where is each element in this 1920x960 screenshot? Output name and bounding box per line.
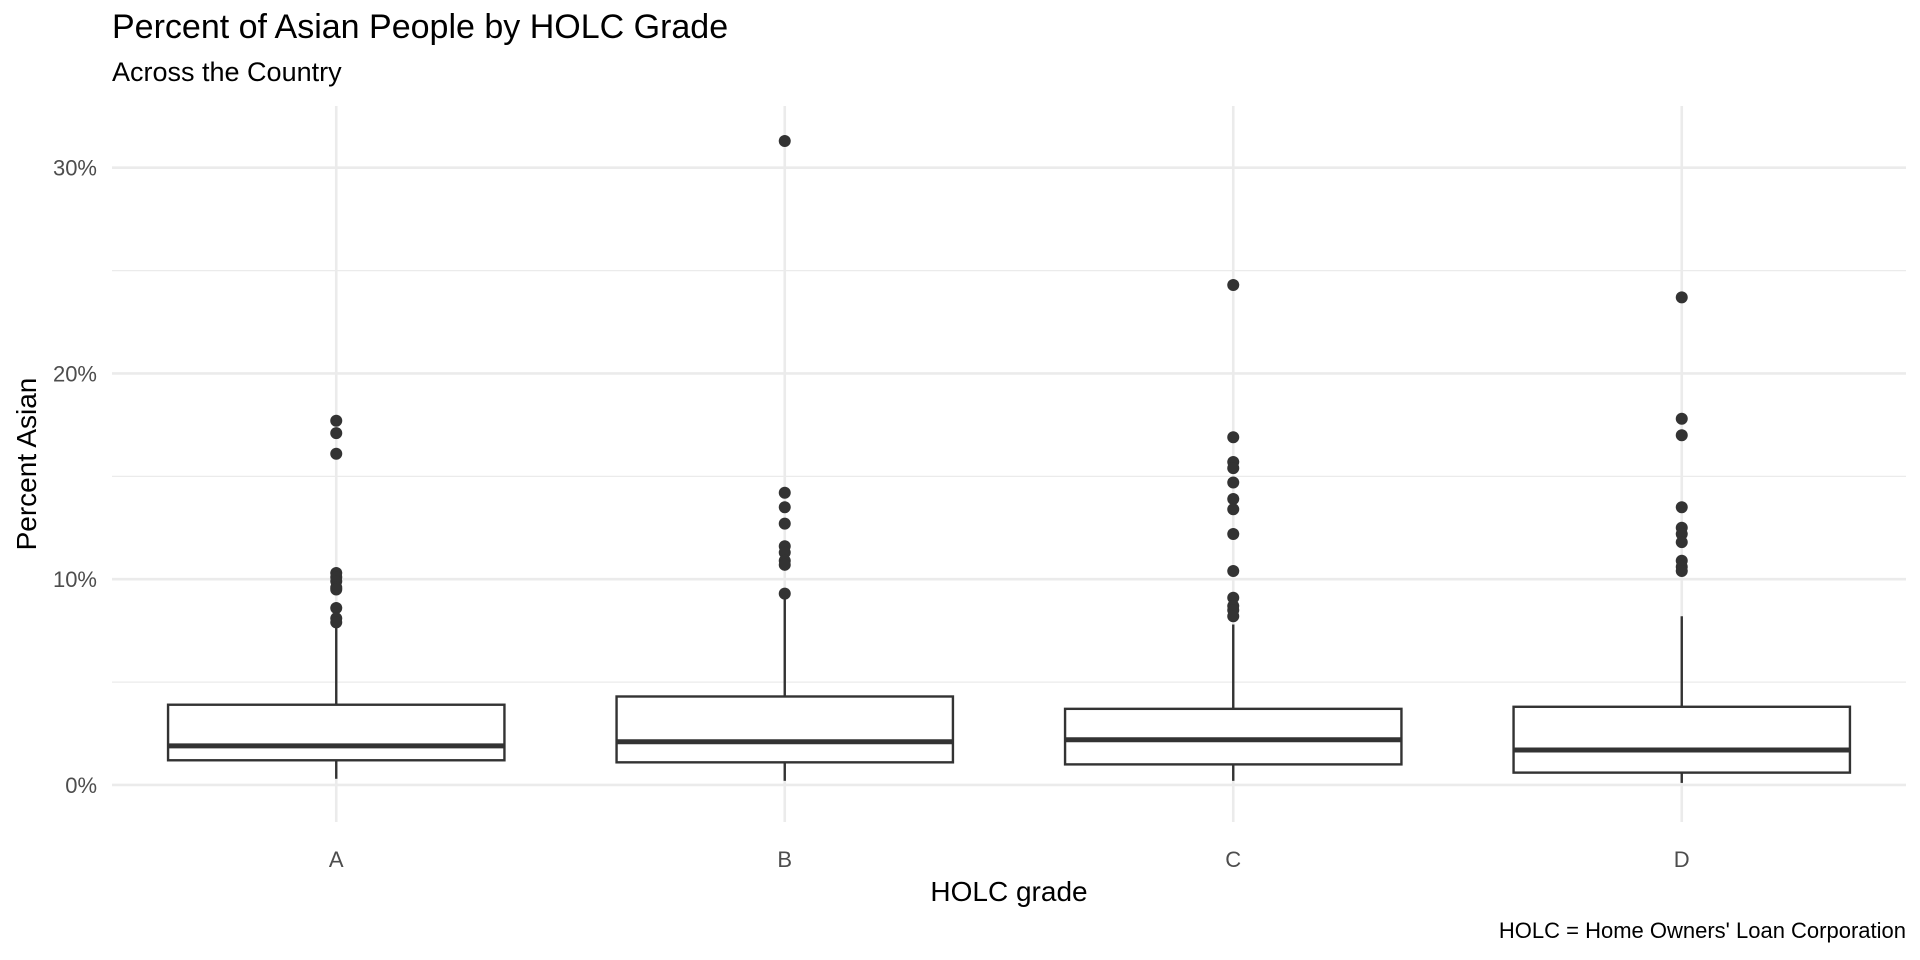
outlier-point (1227, 492, 1240, 505)
outlier-point (778, 587, 791, 600)
chart-subtitle: Across the Country (112, 57, 342, 87)
outlier-point (1675, 412, 1688, 425)
outlier-point (1227, 462, 1240, 475)
x-tick-label: D (1674, 847, 1690, 872)
outlier-point (1675, 536, 1688, 549)
box-group-b (615, 134, 955, 781)
box-layer (166, 134, 1852, 783)
x-tick-label: A (329, 847, 344, 872)
box-iqr (166, 703, 506, 762)
chart-caption: HOLC = Home Owners' Loan Corporation (1498, 918, 1906, 943)
outlier-point (1675, 527, 1688, 540)
outlier-point (1227, 527, 1240, 540)
outlier-point (1227, 476, 1240, 489)
outlier-point (778, 517, 791, 530)
outlier-point (330, 414, 343, 427)
outlier-point (778, 558, 791, 571)
outlier-point (1227, 610, 1240, 623)
outlier-point (778, 546, 791, 559)
outlier-point (1227, 503, 1240, 516)
outlier-point (1675, 501, 1688, 514)
outlier-point (1675, 564, 1688, 577)
y-tick-label: 30% (53, 156, 97, 181)
axis-layer: 0% 10% 20% 30% A B C D HOLC grade Percent Asian (11, 156, 1690, 907)
grid-layer (112, 106, 1906, 822)
chart-title: Percent of Asian People by HOLC Grade (112, 8, 729, 46)
x-tick-label: C (1225, 847, 1241, 872)
y-tick-label: 10% (53, 567, 97, 592)
x-tick-label: B (777, 847, 792, 872)
outlier-point (330, 602, 343, 615)
outlier-point (1227, 564, 1240, 577)
box-group-a (166, 414, 506, 779)
y-axis-title: Percent Asian (11, 378, 42, 551)
outlier-point (1227, 431, 1240, 444)
box-iqr (1512, 705, 1852, 774)
outlier-point (778, 501, 791, 514)
y-tick-label: 20% (53, 361, 97, 386)
outlier-point (1675, 291, 1688, 304)
box-group-d (1512, 291, 1852, 783)
outlier-point (1675, 429, 1688, 442)
outlier-point (778, 486, 791, 499)
outlier-point (330, 427, 343, 440)
outlier-point (330, 583, 343, 596)
box-iqr (1063, 707, 1403, 766)
box-group-c (1063, 279, 1403, 781)
y-tick-label: 0% (65, 773, 97, 798)
outlier-point (1227, 591, 1240, 604)
box-iqr (615, 695, 955, 764)
outlier-point (778, 134, 791, 147)
outlier-point (1227, 279, 1240, 291)
outlier-point (330, 616, 343, 629)
x-axis-title: HOLC grade (930, 876, 1087, 907)
outlier-point (330, 447, 343, 460)
